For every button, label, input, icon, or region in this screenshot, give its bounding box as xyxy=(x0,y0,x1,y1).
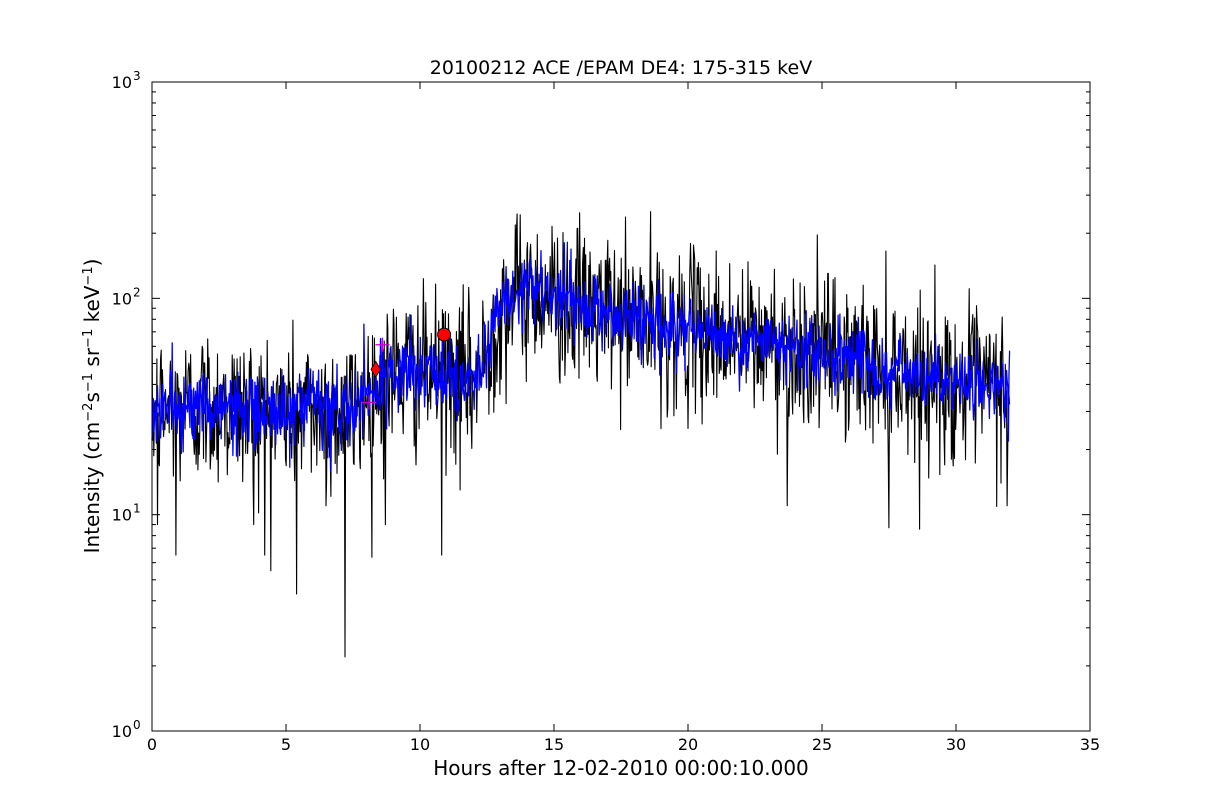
y-tick-label: 10 xyxy=(112,722,132,741)
marker-layer xyxy=(362,327,452,410)
y-label-sr: sr xyxy=(80,347,104,373)
x-tick-label: 5 xyxy=(281,735,291,754)
y-label-exp1: −2 xyxy=(81,403,96,422)
marker-circle xyxy=(437,327,452,342)
marker-plus xyxy=(362,395,377,410)
y-tick-label-exponent: 2 xyxy=(133,285,141,299)
y-label-exp2: −1 xyxy=(81,373,96,392)
y-label-suffix: ) xyxy=(80,259,104,267)
marker-plus xyxy=(375,337,390,352)
marker-diamond xyxy=(370,360,382,378)
x-tick-label: 10 xyxy=(410,735,430,754)
x-tick-label: 35 xyxy=(1080,735,1100,754)
y-label-prefix: Intensity (cm xyxy=(80,422,104,554)
y-label-kev: keV xyxy=(80,285,104,329)
series-layer xyxy=(151,211,1011,658)
x-tick-label: 20 xyxy=(678,735,698,754)
y-tick-label: 10 xyxy=(112,506,132,525)
y-label-exp4: −1 xyxy=(81,266,96,285)
x-axis-label: Hours after 12-02-2010 00:00:10.000 xyxy=(433,756,809,780)
x-tick-label: 30 xyxy=(946,735,966,754)
plot-frame xyxy=(151,81,1091,732)
y-tick-label: 10 xyxy=(112,289,132,308)
y-label-exp3: −1 xyxy=(81,329,96,348)
x-tick-label: 0 xyxy=(147,735,157,754)
chart-title: 20100212 ACE /EPAM DE4: 175-315 keV xyxy=(430,57,812,79)
x-tick-labels: 0 5 10 15 20 25 30 35 xyxy=(147,735,1100,754)
y-tick-label-exponent: 3 xyxy=(133,69,141,83)
series-line-smoothed xyxy=(151,242,1011,473)
x-tick-label: 15 xyxy=(544,735,564,754)
tick-layer xyxy=(151,81,1091,732)
y-tick-label: 10 xyxy=(112,73,132,92)
x-tick-label: 25 xyxy=(812,735,832,754)
y-axis-label: Intensity (cm−2s−1 sr−1 keV−1) xyxy=(80,259,104,554)
y-tick-label-exponent: 0 xyxy=(133,718,141,732)
y-tick-label-exponent: 1 xyxy=(133,502,141,516)
y-label-s: s xyxy=(80,392,104,402)
